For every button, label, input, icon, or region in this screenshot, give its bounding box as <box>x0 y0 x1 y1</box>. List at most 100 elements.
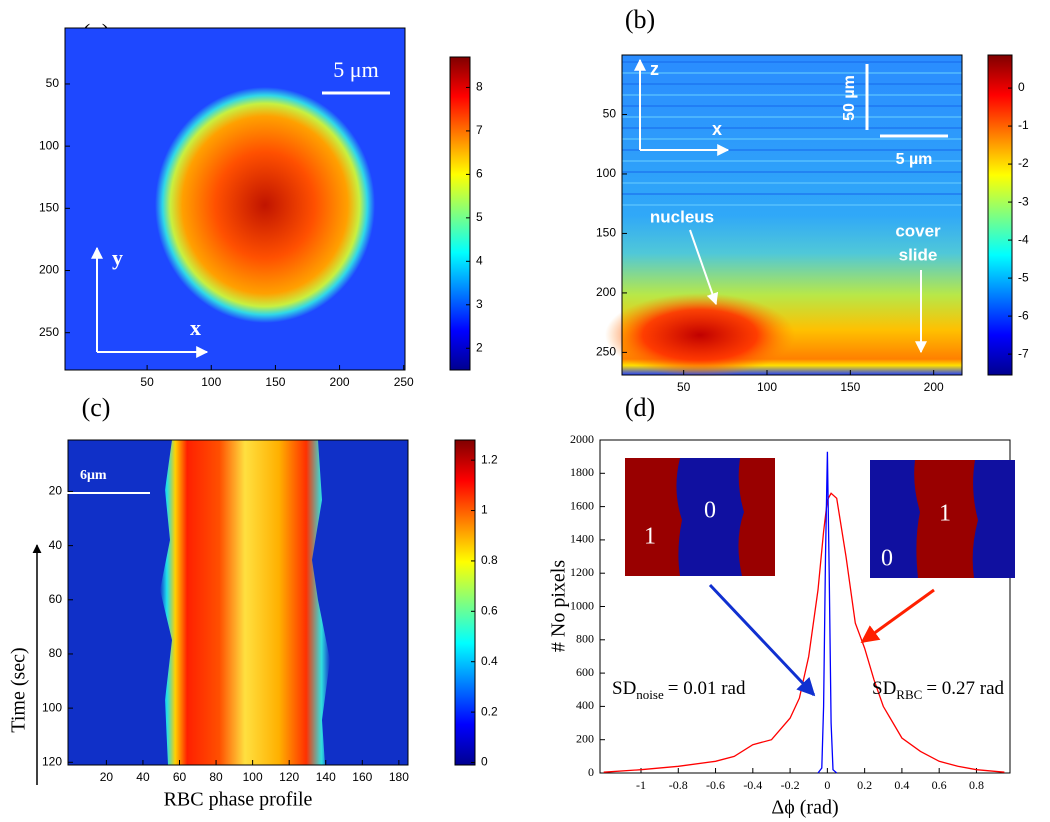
colorbar-tick-label: 4 <box>476 253 483 267</box>
y-tick-label: 400 <box>576 698 594 712</box>
x-tick-label: -0.4 <box>743 778 762 792</box>
x-tick-label: 100 <box>757 380 777 394</box>
y-tick-label: 150 <box>39 200 59 214</box>
colorbar-tick-label: -7 <box>1018 346 1029 360</box>
y-tick-label: 1400 <box>570 532 594 546</box>
pointer-arrow <box>708 583 816 697</box>
plot-frame <box>621 54 963 376</box>
y-tick-label: 200 <box>576 731 594 745</box>
x-tick-label: 180 <box>389 770 409 784</box>
y-tick-label: 200 <box>596 285 616 299</box>
x-tick-label: 0 <box>824 778 830 792</box>
x-tick-label: -0.8 <box>669 778 688 792</box>
colorbar-tick-label: -4 <box>1018 232 1029 246</box>
sd-symbol: SD <box>872 678 896 699</box>
x-tick-label: 20 <box>100 770 114 784</box>
axis-letter: z <box>650 59 659 79</box>
colorbar-tick-label: 0 <box>481 755 488 769</box>
scale-label: 5 µm <box>896 151 933 168</box>
sd-text: = 0.27 rad <box>926 678 1004 699</box>
colorbar-tick-label: 0 <box>1018 80 1025 94</box>
y-tick-label: 120 <box>42 754 62 768</box>
sd-rbc: SDRBC = 0.27 rad <box>872 678 1005 702</box>
cell <box>155 87 375 323</box>
y-tick-label: 1000 <box>570 598 594 612</box>
colorbar-tick-label: 2 <box>476 340 483 354</box>
axis-letter: y <box>112 245 123 270</box>
y-tick-label: 60 <box>49 592 63 606</box>
inset-region <box>625 458 682 576</box>
y-tick-label: 20 <box>49 484 63 498</box>
colorbar-tick-label: 1.2 <box>481 452 498 466</box>
x-tick-label: 150 <box>840 380 860 394</box>
y-tick-label: 1200 <box>570 565 594 579</box>
colorbar-tick-label: 0.8 <box>481 553 498 567</box>
colorbar-tick-label: 5 <box>476 210 483 224</box>
colorbar-tick-label: -2 <box>1018 156 1029 170</box>
colorbar-tick-label: 1 <box>481 503 488 517</box>
y-tick-label: 2000 <box>570 432 594 446</box>
y-tick-label: 1600 <box>570 498 594 512</box>
y-axis-label: # No pixels <box>548 560 570 652</box>
sd-subscript: RBC <box>896 687 922 702</box>
x-tick-label: 160 <box>352 770 372 784</box>
phase-band <box>160 440 330 765</box>
y-tick-label: 600 <box>576 665 594 679</box>
y-tick-label: 100 <box>39 138 59 152</box>
colorbar-tick-label: -5 <box>1018 270 1029 284</box>
y-tick-label: 250 <box>596 345 616 359</box>
colorbar-tick-label: -1 <box>1018 118 1029 132</box>
sd-subscript: noise <box>636 687 664 702</box>
colorbar <box>987 54 1013 376</box>
x-tick-label: 0.6 <box>932 778 947 792</box>
y-tick-label: 40 <box>49 538 63 552</box>
x-tick-label: 50 <box>677 380 691 394</box>
inset-label: 1 <box>939 501 951 527</box>
sd-symbol: SD <box>612 678 636 699</box>
inset-region <box>914 460 978 578</box>
x-tick-label: 100 <box>201 375 221 389</box>
colorbar-tick-label: 7 <box>476 123 483 137</box>
y-tick-label: 800 <box>576 632 594 646</box>
panel-label: (b) <box>625 5 655 34</box>
x-tick-label: 200 <box>924 380 944 394</box>
x-tick-label: 250 <box>394 375 414 389</box>
cover-label: slide <box>899 245 938 264</box>
scale-label: 50 µm <box>841 75 858 121</box>
y-tick-label: 100 <box>42 700 62 714</box>
y-tick-label: 50 <box>603 107 617 121</box>
sd-text: = 0.01 rad <box>668 678 746 699</box>
x-tick-label: 50 <box>140 375 154 389</box>
y-tick-label: 250 <box>39 325 59 339</box>
inset-region <box>738 458 775 576</box>
x-tick-label: 120 <box>279 770 299 784</box>
colorbar-tick-label: 0.6 <box>481 603 498 617</box>
annotations: 5 μm y x z x 50 µm 5 µm nucleus cover sl… <box>32 57 1015 785</box>
axis-letter: x <box>712 119 722 139</box>
series-line <box>603 492 1005 773</box>
x-tick-label: 0.2 <box>857 778 872 792</box>
inset-label: 1 <box>644 524 656 550</box>
x-tick-label: 0.4 <box>894 778 909 792</box>
y-tick-label: 200 <box>39 263 59 277</box>
colorbar <box>454 439 476 766</box>
x-tick-label: -0.2 <box>781 778 800 792</box>
x-tick-label: 100 <box>243 770 263 784</box>
panel-label: (c) <box>82 393 111 422</box>
inset-label: 0 <box>704 498 716 524</box>
x-tick-label: 60 <box>173 770 187 784</box>
scale-label: 6μm <box>80 468 107 483</box>
x-axis-label: RBC phase profile <box>164 789 313 811</box>
plot-frame <box>64 27 406 371</box>
cover-label: cover <box>895 221 941 240</box>
y-tick-label: 150 <box>596 226 616 240</box>
scale-label: 5 μm <box>333 57 378 82</box>
plot-frame <box>67 439 409 766</box>
x-tick-label: -0.6 <box>706 778 725 792</box>
x-tick-label: 0.8 <box>969 778 984 792</box>
colorbar-tick-label: 0.4 <box>481 654 498 668</box>
colorbar <box>449 56 471 371</box>
x-tick-label: 40 <box>136 770 150 784</box>
nucleus-label: nucleus <box>650 207 714 226</box>
